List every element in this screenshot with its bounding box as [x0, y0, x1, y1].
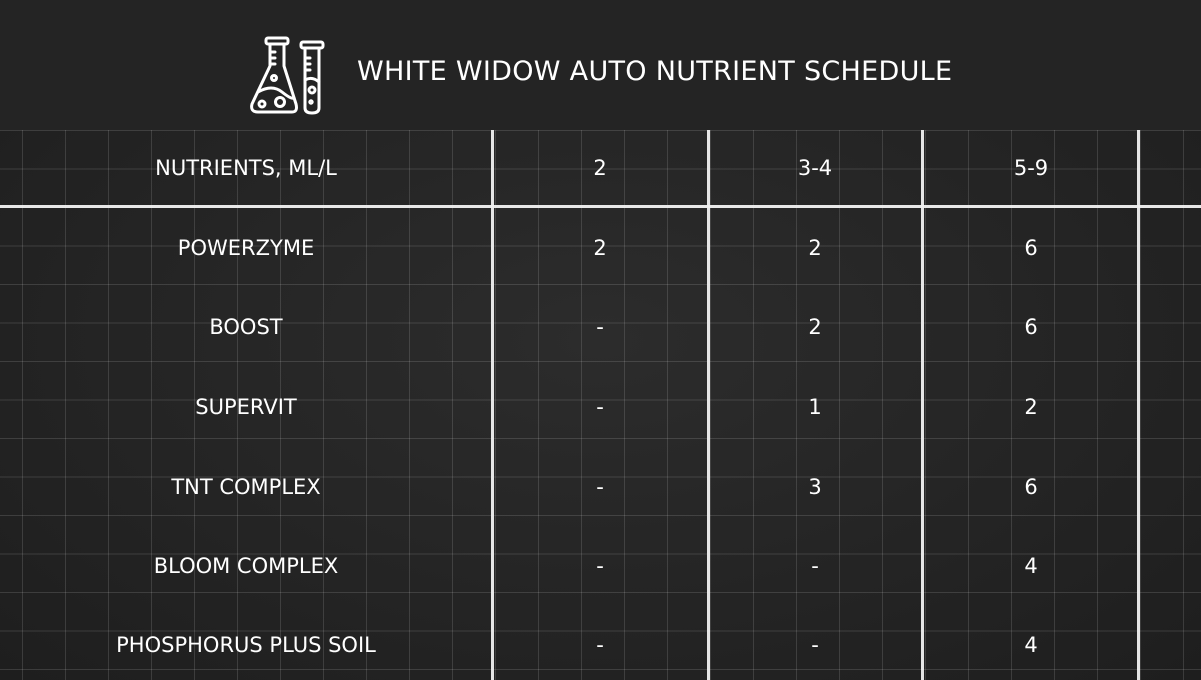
- column-header-label: NUTRIENTS, ML/L: [155, 156, 337, 180]
- nutrient-name: PHOSPHORUS PLUS SOIL: [116, 633, 376, 657]
- dose-cell: 4: [1024, 633, 1038, 657]
- dose-cell: 6: [1024, 236, 1038, 260]
- dose-cell: 2: [808, 315, 822, 339]
- column-divider: [491, 130, 494, 680]
- nutrient-name: POWERZYME: [177, 236, 315, 260]
- column-header: 3-4: [797, 156, 833, 180]
- dose-cell: 2: [1024, 395, 1038, 419]
- header-divider: [0, 205, 1201, 208]
- dose-cell: -: [596, 475, 604, 499]
- dose-cell: 3: [808, 475, 822, 499]
- column-header: 5-9: [1013, 156, 1049, 180]
- nutrient-name: SUPERVIT: [195, 395, 297, 419]
- dose-cell: -: [596, 395, 604, 419]
- header-band: [0, 0, 1201, 130]
- dose-cell: 6: [1024, 315, 1038, 339]
- nutrient-name: BLOOM COMPLEX: [153, 554, 339, 578]
- column-header: 2: [593, 156, 607, 180]
- page-title: WHITE WIDOW AUTO NUTRIENT SCHEDULE: [357, 56, 953, 87]
- dose-cell: 2: [593, 236, 607, 260]
- dose-cell: -: [596, 554, 604, 578]
- column-divider: [1137, 130, 1140, 680]
- column-divider: [707, 130, 710, 680]
- nutrient-name: TNT COMPLEX: [171, 475, 321, 499]
- nutrient-name: BOOST: [209, 315, 283, 339]
- dose-cell: -: [811, 554, 819, 578]
- dose-cell: 1: [808, 395, 822, 419]
- dose-cell: 4: [1024, 554, 1038, 578]
- lab-flask-test-tube-icon: [250, 36, 325, 115]
- dose-cell: 2: [808, 236, 822, 260]
- dose-cell: -: [596, 315, 604, 339]
- dose-cell: -: [596, 633, 604, 657]
- dose-cell: 6: [1024, 475, 1038, 499]
- dose-cell: -: [811, 633, 819, 657]
- column-divider: [921, 130, 924, 680]
